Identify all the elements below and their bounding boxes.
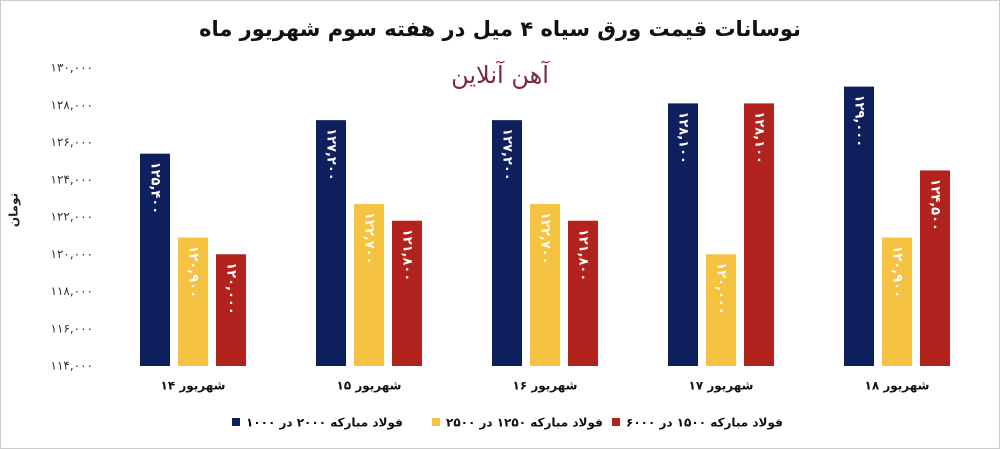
value-label: ۱۲۸,۱۰۰ <box>676 111 691 164</box>
value-label: ۱۲۰,۰۰۰ <box>224 262 239 315</box>
value-label: ۱۲۸,۱۰۰ <box>752 111 767 164</box>
value-label: ۱۲۷,۲۰۰ <box>324 128 339 181</box>
value-label: ۱۲۰,۹۰۰ <box>890 245 905 298</box>
x-tick-label: ۱۵ شهریور <box>337 379 402 394</box>
bar <box>530 203 560 366</box>
value-label: ۱۲۹,۰۰۰ <box>852 95 867 148</box>
y-tick-label: ۱۲۴,۰۰۰ <box>51 172 94 186</box>
bar <box>568 220 598 366</box>
y-tick-label: ۱۱۸,۰۰۰ <box>51 284 94 298</box>
chart-title: نوسانات قیمت ورق سیاه ۴ میل در هفته سوم … <box>199 17 801 41</box>
y-axis-label: تومان <box>7 193 22 227</box>
value-label: ۱۲۵,۴۰۰ <box>148 162 163 215</box>
value-label: ۱۲۱,۸۰۰ <box>576 229 591 282</box>
x-tick-label: ۱۷ شهریور <box>689 379 754 394</box>
legend-label: فولاد مبارکه ۱۲۵۰ در ۲۵۰۰ <box>446 416 603 431</box>
bar <box>492 120 522 367</box>
bar <box>216 254 246 366</box>
bar <box>882 237 912 366</box>
y-tick-label: ۱۱۴,۰۰۰ <box>51 359 94 373</box>
value-label: ۱۲۴,۵۰۰ <box>928 178 943 231</box>
bar <box>316 120 346 367</box>
y-tick-label: ۱۲۰,۰۰۰ <box>51 247 94 261</box>
value-label: ۱۲۲,۷۰۰ <box>362 212 377 265</box>
bar <box>920 170 950 366</box>
value-label: ۱۲۰,۰۰۰ <box>714 262 729 315</box>
y-tick-label: ۱۲۸,۰۰۰ <box>51 98 94 112</box>
bar <box>140 153 170 366</box>
legend-label: فولاد مبارکه ۲۰۰۰ در ۱۰۰۰ <box>246 416 403 431</box>
y-tick-label: ۱۲۶,۰۰۰ <box>51 135 94 149</box>
bar <box>392 220 422 366</box>
legend-swatch <box>232 418 240 426</box>
x-tick-label: ۱۸ شهریور <box>865 379 930 394</box>
value-label: ۱۲۲,۷۰۰ <box>538 212 553 265</box>
bar <box>178 237 208 366</box>
bar <box>354 203 384 366</box>
bar <box>706 254 736 366</box>
value-label: ۱۲۰,۹۰۰ <box>186 245 201 298</box>
y-tick-label: ۱۲۲,۰۰۰ <box>51 210 94 224</box>
x-tick-label: ۱۶ شهریور <box>513 379 578 394</box>
legend-swatch <box>432 418 440 426</box>
value-label: ۱۲۷,۲۰۰ <box>500 128 515 181</box>
y-tick-label: ۱۳۰,۰۰۰ <box>51 61 94 75</box>
x-tick-label: ۱۴ شهریور <box>161 379 226 394</box>
bar <box>844 86 874 366</box>
bar <box>668 103 698 366</box>
y-tick-label: ۱۱۶,۰۰۰ <box>51 321 94 335</box>
watermark: آهن آنلاین <box>451 60 550 89</box>
legend-label: فولاد مبارکه ۱۵۰۰ در ۶۰۰۰ <box>626 416 783 431</box>
bar <box>744 103 774 366</box>
value-label: ۱۲۱,۸۰۰ <box>400 229 415 282</box>
legend-swatch <box>612 418 620 426</box>
